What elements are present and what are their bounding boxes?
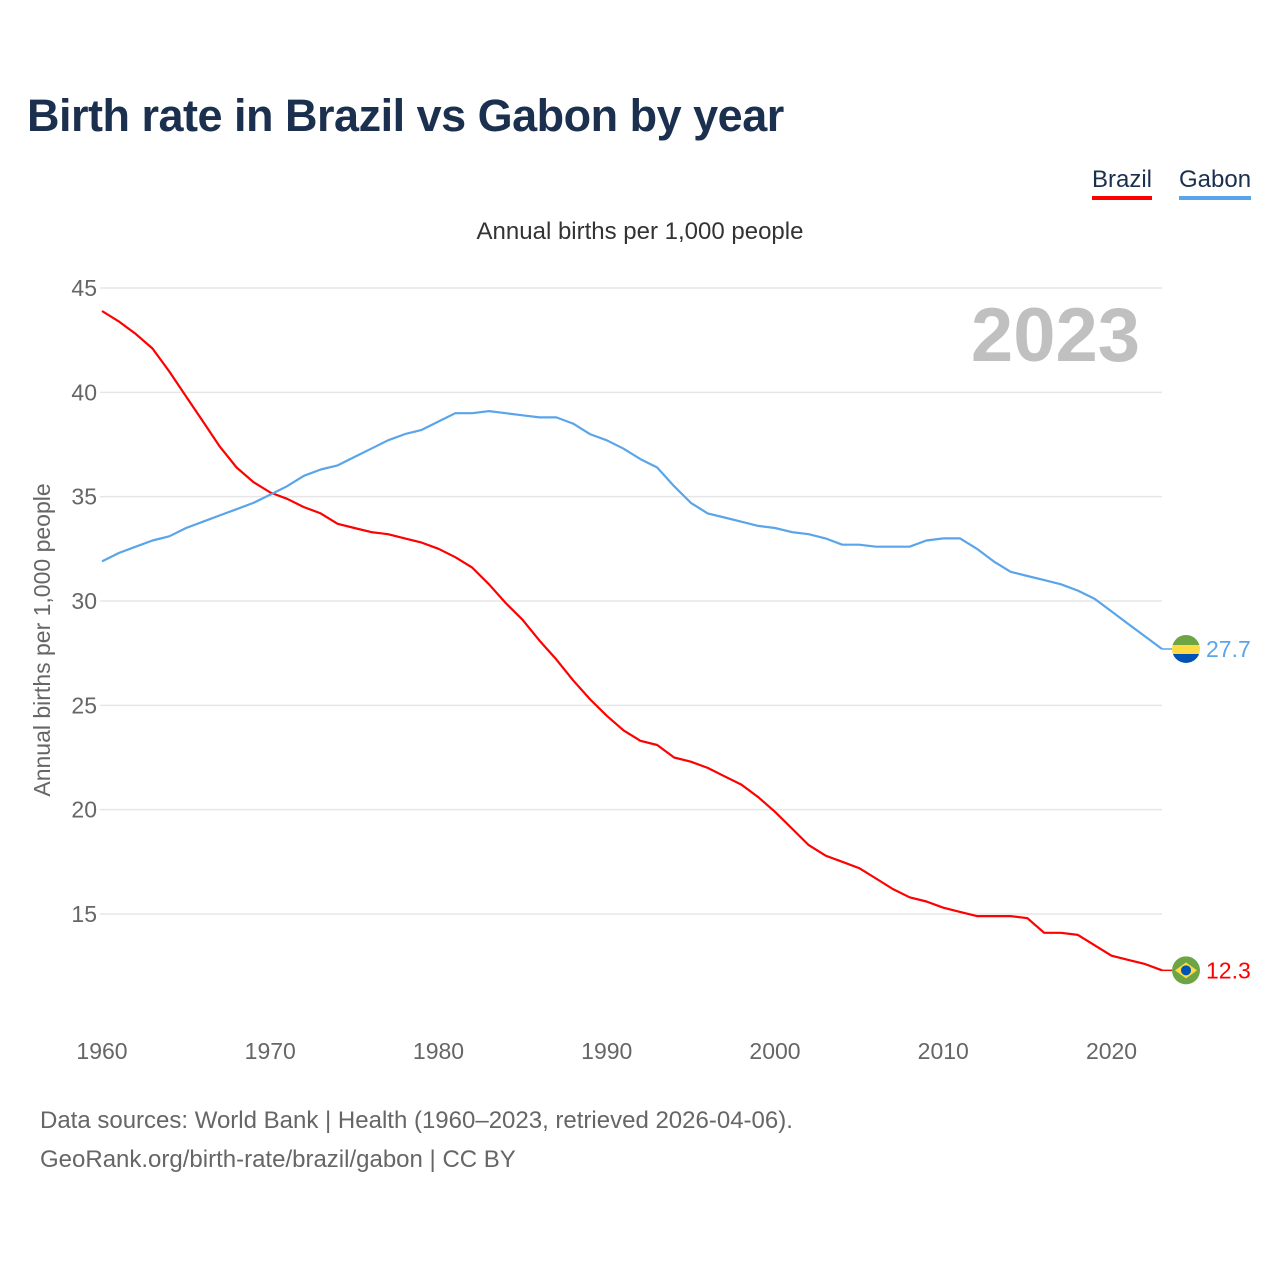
year-watermark: 2023 — [971, 293, 1140, 378]
flag-stripe-blue — [1172, 653, 1200, 663]
flag-globe — [1181, 965, 1191, 976]
series-line-gabon — [101, 410, 1163, 650]
end-value-label-gabon: 27.7 — [1206, 636, 1251, 662]
gabon-flag-icon — [1172, 634, 1200, 663]
x-tick-label: 1970 — [245, 1038, 296, 1064]
y-tick-label: 45 — [71, 275, 97, 301]
x-tick-label: 1960 — [76, 1038, 127, 1064]
x-tick-label: 1980 — [413, 1038, 464, 1064]
footer-sources: Data sources: World Bank | Health (1960–… — [40, 1107, 793, 1134]
series-line-brazil — [101, 310, 1163, 972]
legend-item-brazil[interactable]: Brazil — [1092, 166, 1153, 200]
flag-stripe-yellow — [1172, 644, 1200, 654]
y-tick-label: 20 — [71, 797, 97, 823]
y-tick-label: 30 — [71, 588, 97, 614]
end-value-label-brazil: 12.3 — [1206, 957, 1251, 983]
x-tick-label: 1990 — [581, 1038, 632, 1064]
x-axis-ticks: 1960 1970 1980 1990 2000 2010 2020 — [76, 1038, 1137, 1064]
y-tick-label: 40 — [71, 379, 97, 405]
x-tick-label: 2000 — [749, 1038, 800, 1064]
end-markers: 12.3 27.7 — [1162, 634, 1251, 985]
y-axis-label: Annual births per 1,000 people — [29, 483, 55, 796]
brazil-flag-icon — [1172, 956, 1200, 985]
legend-item-gabon[interactable]: Gabon — [1179, 166, 1252, 200]
series-lines — [101, 310, 1163, 972]
footer-link[interactable]: GeoRank.org/birth-rate/brazil/gabon | CC… — [40, 1146, 516, 1173]
chart-title: Birth rate in Brazil vs Gabon by year — [27, 90, 784, 141]
y-axis-ticks: 15 20 25 30 35 40 45 — [71, 275, 97, 927]
x-tick-label: 2020 — [1086, 1038, 1137, 1064]
flag-stripe-green — [1172, 634, 1200, 645]
y-tick-label: 35 — [71, 484, 97, 510]
chart-subtitle: Annual births per 1,000 people — [476, 218, 804, 245]
gridlines — [100, 287, 1162, 915]
y-tick-label: 15 — [71, 901, 97, 927]
x-tick-label: 2010 — [918, 1038, 969, 1064]
y-tick-label: 25 — [71, 692, 97, 718]
